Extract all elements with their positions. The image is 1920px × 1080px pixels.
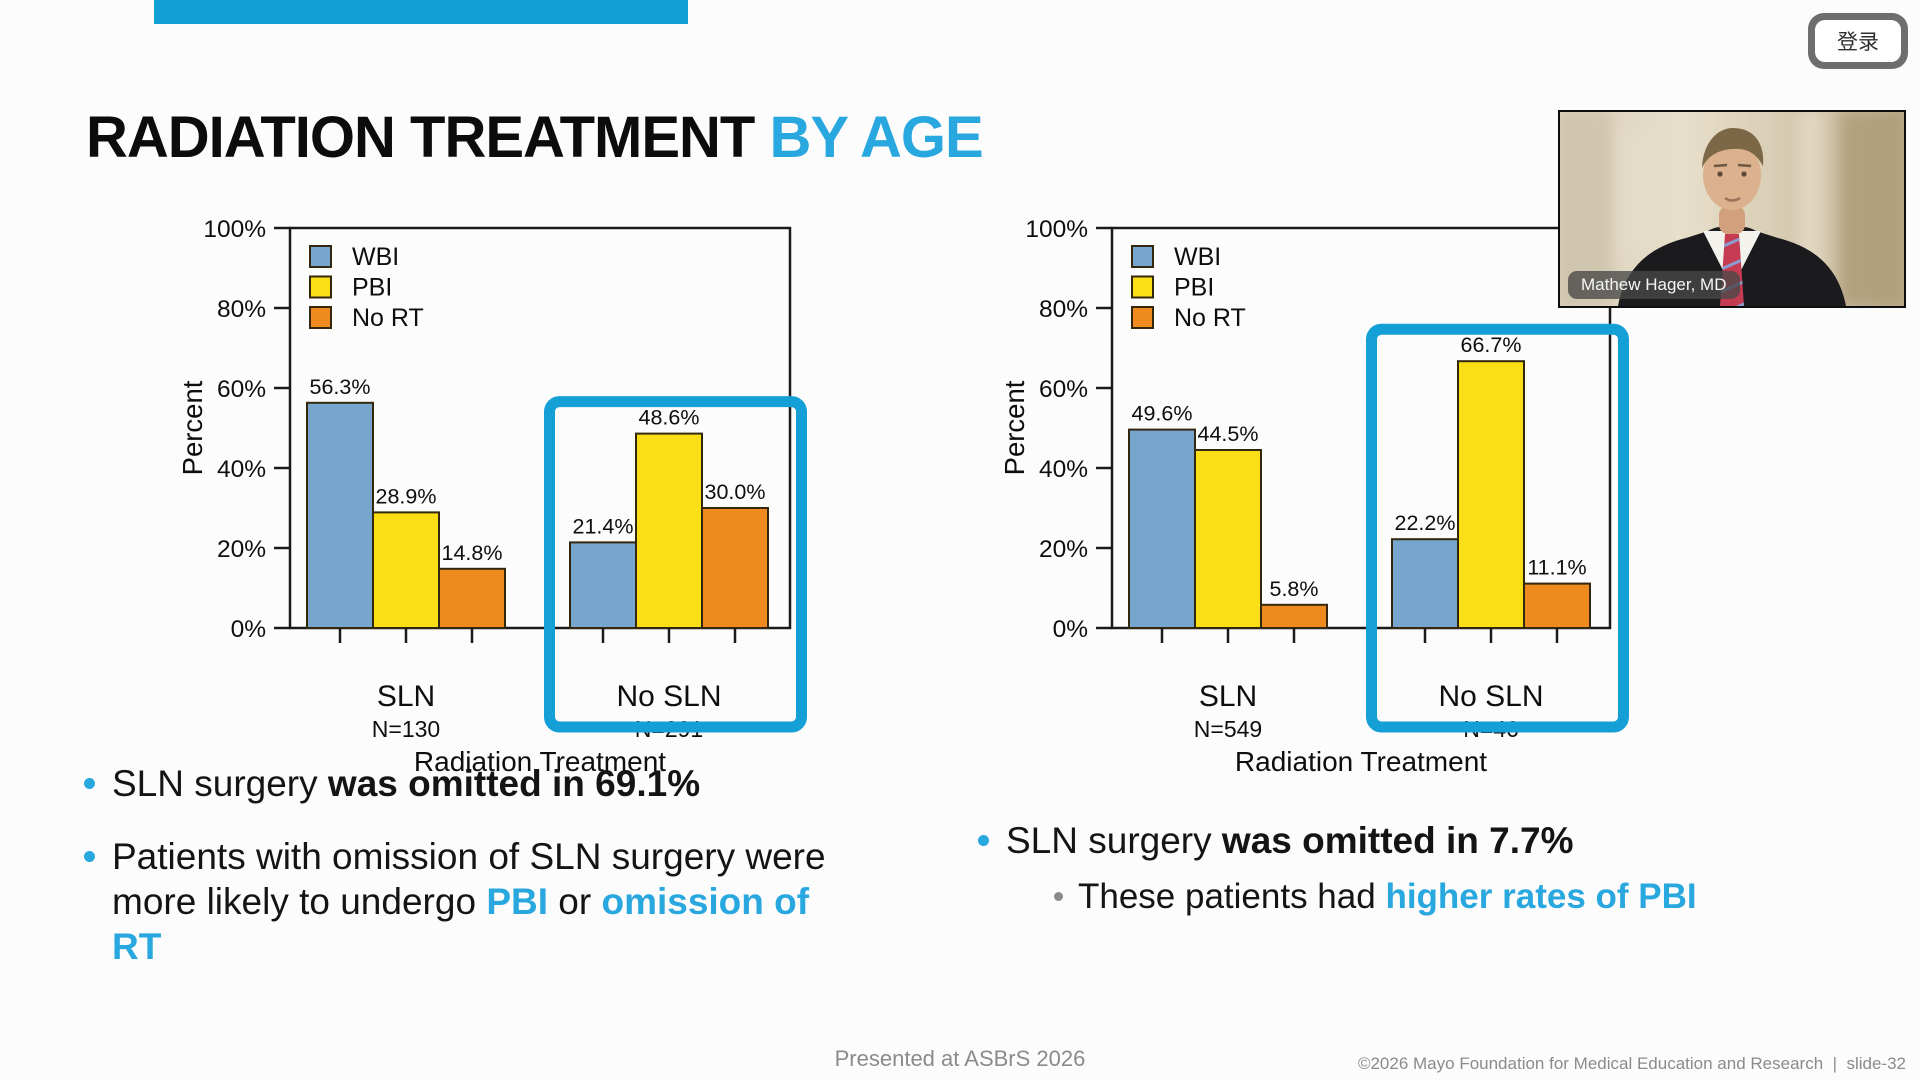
legend-swatch-pbi	[1131, 275, 1154, 299]
y-tick-label: 0%	[231, 616, 266, 643]
legend-label: No RT	[352, 304, 424, 332]
bar-pbi-no-sln	[1457, 360, 1525, 629]
bar-value-label: 28.9%	[376, 484, 437, 508]
y-axis-title: Percent	[177, 380, 208, 475]
plot-frame	[288, 226, 792, 630]
bar-value-label: 5.8%	[1269, 577, 1318, 601]
x-category-label: SLN	[1199, 680, 1257, 713]
legend-swatch-pbi	[309, 275, 332, 299]
y-tick-label: 60%	[1039, 376, 1088, 403]
x-category-n-label: N=549	[1194, 716, 1262, 742]
bar-pbi-sln	[1194, 449, 1262, 629]
legend-swatch-no-rt	[309, 306, 332, 329]
x-category-n-label: N=130	[372, 716, 440, 742]
page-title: RADIATION TREATMENT BY AGE	[86, 104, 984, 171]
bar-value-label: 21.4%	[573, 514, 634, 538]
bullet-item: Patients with omission of SLN surgery we…	[66, 834, 946, 969]
x-axis-title: Radiation Treatment	[1235, 746, 1487, 777]
login-button-label: 登录	[1815, 20, 1901, 62]
sub-bullet-item: These patients had higher rates of PBI	[960, 874, 1880, 919]
y-tick-label: 20%	[217, 536, 266, 563]
y-tick-label: 80%	[1039, 296, 1088, 323]
legend-label: PBI	[352, 274, 392, 302]
bar-wbi-sln	[306, 401, 374, 629]
y-axis-title: Percent	[999, 380, 1030, 475]
legend-label: PBI	[1174, 274, 1214, 302]
y-tick-label: 40%	[1039, 456, 1088, 483]
legend-label: WBI	[352, 243, 399, 271]
bar-pbi-no-sln	[635, 432, 703, 629]
footer-copyright: ©2026 Mayo Foundation for Medical Educat…	[1357, 1054, 1906, 1073]
y-tick-label: 100%	[203, 216, 266, 243]
bar-no-rt-no-sln	[1523, 582, 1591, 629]
bar-no-rt-no-sln	[701, 507, 769, 629]
x-axis-title: Radiation Treatment	[414, 746, 666, 777]
y-tick-label: 80%	[217, 296, 266, 323]
bullet-item: SLN surgery was omitted in 69.1%	[66, 761, 946, 806]
bar-value-label: 11.1%	[1527, 556, 1586, 580]
bar-value-label: 22.2%	[1395, 511, 1456, 535]
highlight-box	[544, 396, 807, 733]
legend-swatch-wbi	[309, 245, 332, 268]
bar-value-label: 44.5%	[1198, 422, 1259, 446]
bar-value-label: 49.6%	[1132, 402, 1193, 426]
bar-no-rt-sln	[438, 567, 506, 629]
x-category-label: No SLN	[1438, 680, 1543, 713]
highlight-box	[1366, 323, 1629, 733]
footer-presented-at: Presented at ASBrS 2026	[834, 1046, 1086, 1071]
y-tick-label: 100%	[1025, 216, 1088, 243]
bullet-item: SLN surgery was omitted in 7.7%	[960, 818, 1880, 863]
bullet-dot-icon	[84, 778, 95, 789]
presenter-name-tag: Mathew Hager, MD	[1568, 271, 1740, 299]
page-title-accent: BY AGE	[769, 105, 983, 170]
bullet-dot-icon	[978, 835, 989, 846]
legend-swatch-no-rt	[1131, 306, 1154, 329]
y-tick-label: 20%	[1039, 536, 1088, 563]
plot-frame	[1110, 226, 1612, 630]
bullet-dot-icon	[84, 851, 95, 862]
legend-label: WBI	[1174, 243, 1221, 271]
x-category-label: No SLN	[616, 680, 721, 713]
bullet-dot-icon	[1054, 892, 1063, 901]
login-button[interactable]: 登录	[1808, 13, 1908, 69]
bar-wbi-no-sln	[569, 541, 637, 630]
bar-value-label: 14.8%	[442, 541, 503, 565]
bar-wbi-no-sln	[1391, 538, 1459, 630]
bar-wbi-sln	[1128, 428, 1196, 629]
top-accent-bar	[154, 0, 688, 24]
bar-value-label: 48.6%	[639, 406, 700, 430]
bar-value-label: 56.3%	[310, 375, 371, 399]
bar-pbi-sln	[372, 511, 440, 630]
y-tick-label: 40%	[217, 456, 266, 483]
presenter-video[interactable]: Mathew Hager, MD	[1558, 110, 1906, 308]
bullet-list-left: SLN surgery was omitted in 69.1% Patients…	[66, 761, 946, 969]
bullet-list-right: SLN surgery was omitted in 7.7% These pat…	[960, 818, 1880, 919]
page-title-main: RADIATION TREATMENT	[86, 105, 770, 170]
legend-label: No RT	[1174, 304, 1246, 332]
legend-swatch-wbi	[1131, 245, 1154, 268]
bar-value-label: 30.0%	[705, 480, 766, 504]
y-tick-label: 60%	[217, 376, 266, 403]
bar-value-label: 66.7%	[1461, 333, 1522, 357]
x-category-label: SLN	[377, 680, 435, 713]
y-tick-label: 0%	[1053, 616, 1088, 643]
bar-no-rt-sln	[1260, 603, 1328, 629]
